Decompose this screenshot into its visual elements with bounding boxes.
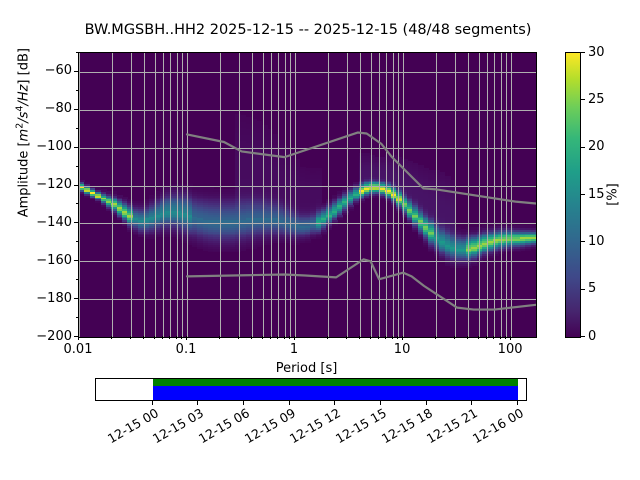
x-tick-label: 100 [475,343,545,356]
y-tick-minor [76,279,79,280]
page-title: BW.MGSBH..HH2 2025-12-15 -- 2025-12-15 (… [0,22,616,38]
y-tick-minor [76,52,79,53]
colorbar-tick-mark [581,147,585,148]
x-tick-minor [169,336,170,339]
x-tick-minor [500,336,501,339]
x-tick-mark [294,336,295,340]
colorbar-tick-label: 5 [588,282,596,295]
y-tick-label: −180 [8,292,72,305]
y-tick-label: −100 [8,140,72,153]
x-tick-minor [397,336,398,339]
colorbar-tick-mark [581,99,585,100]
colorbar-tick-mark [581,52,585,53]
colorbar-tick-mark [581,241,585,242]
x-tick-minor [277,336,278,339]
x-tick-minor [435,336,436,339]
y-tick-mark [74,71,78,72]
colorbar-tick-label: 10 [588,235,605,248]
x-tick-minor [219,336,220,339]
noise-model-low-line [187,259,536,309]
coverage-tick-mark [426,401,427,405]
data-coverage-bar [95,378,527,401]
ppsd-plot-area [78,52,537,338]
y-tick-minor [76,166,79,167]
x-tick-minor [359,336,360,339]
x-tick-mark [78,336,79,340]
x-axis-label: Period [s] [78,361,535,376]
x-tick-label: 1 [259,343,329,356]
y-tick-minor [76,241,79,242]
x-tick-minor [378,336,379,339]
y-tick-minor [76,203,79,204]
x-tick-minor [130,336,131,339]
colorbar-tick-label: 0 [588,330,596,343]
y-tick-mark [74,260,78,261]
colorbar-tick-mark [581,194,585,195]
ppsd-figure: BW.MGSBH..HH2 2025-12-15 -- 2025-12-15 (… [0,0,640,480]
y-tick-label: −140 [8,216,72,229]
coverage-tick-mark [289,401,290,405]
y-tick-minor [76,128,79,129]
y-tick-minor [76,317,79,318]
x-tick-minor [181,336,182,339]
coverage-segment-blue [153,386,519,400]
x-tick-minor [262,336,263,339]
x-tick-minor [486,336,487,339]
x-tick-minor [478,336,479,339]
colorbar-tick-label: 20 [588,140,605,153]
x-tick-minor [327,336,328,339]
x-tick-minor [284,336,285,339]
y-tick-mark [74,185,78,186]
coverage-tick-mark [243,401,244,405]
colorbar-tick-label: 25 [588,93,605,106]
x-tick-minor [346,336,347,339]
coverage-tick-mark [517,401,518,405]
x-tick-minor [176,336,177,339]
x-tick-minor [493,336,494,339]
colorbar-tick-mark [581,336,585,337]
x-tick-minor [289,336,290,339]
x-tick-minor [270,336,271,339]
colorbar-tick-label: 30 [588,46,605,59]
x-tick-minor [162,336,163,339]
colorbar-tick-label: 15 [588,188,605,201]
coverage-tick-mark [152,401,153,405]
x-tick-minor [505,336,506,339]
colorbar-label: [%] [606,165,621,225]
y-tick-mark [74,298,78,299]
x-tick-minor [111,336,112,339]
x-tick-minor [154,336,155,339]
x-tick-label: 10 [367,343,437,356]
y-tick-mark [74,222,78,223]
x-tick-minor [454,336,455,339]
x-tick-minor [385,336,386,339]
x-tick-mark [402,336,403,340]
y-tick-label: −80 [8,102,72,115]
x-tick-label: 0.01 [43,343,113,356]
coverage-tick-mark [380,401,381,405]
x-tick-minor [370,336,371,339]
coverage-segment-green [153,379,519,386]
y-tick-label: −200 [8,330,72,343]
y-tick-mark [74,109,78,110]
noise-model-high-line [187,133,536,204]
y-tick-minor [76,90,79,91]
y-tick-mark [74,147,78,148]
colorbar [565,52,581,338]
x-tick-mark [186,336,187,340]
x-tick-minor [143,336,144,339]
x-tick-label: 0.1 [151,343,221,356]
x-tick-minor [238,336,239,339]
y-tick-label: −120 [8,178,72,191]
y-axis-label: Amplitude [m2/s4/Hz] [dB] [14,0,31,273]
x-tick-mark [510,336,511,340]
x-tick-minor [467,336,468,339]
x-tick-minor [251,336,252,339]
y-tick-label: −160 [8,254,72,267]
colorbar-tick-mark [581,289,585,290]
noise-model-overlay [79,53,536,337]
x-tick-minor [392,336,393,339]
y-tick-label: −60 [8,64,72,77]
